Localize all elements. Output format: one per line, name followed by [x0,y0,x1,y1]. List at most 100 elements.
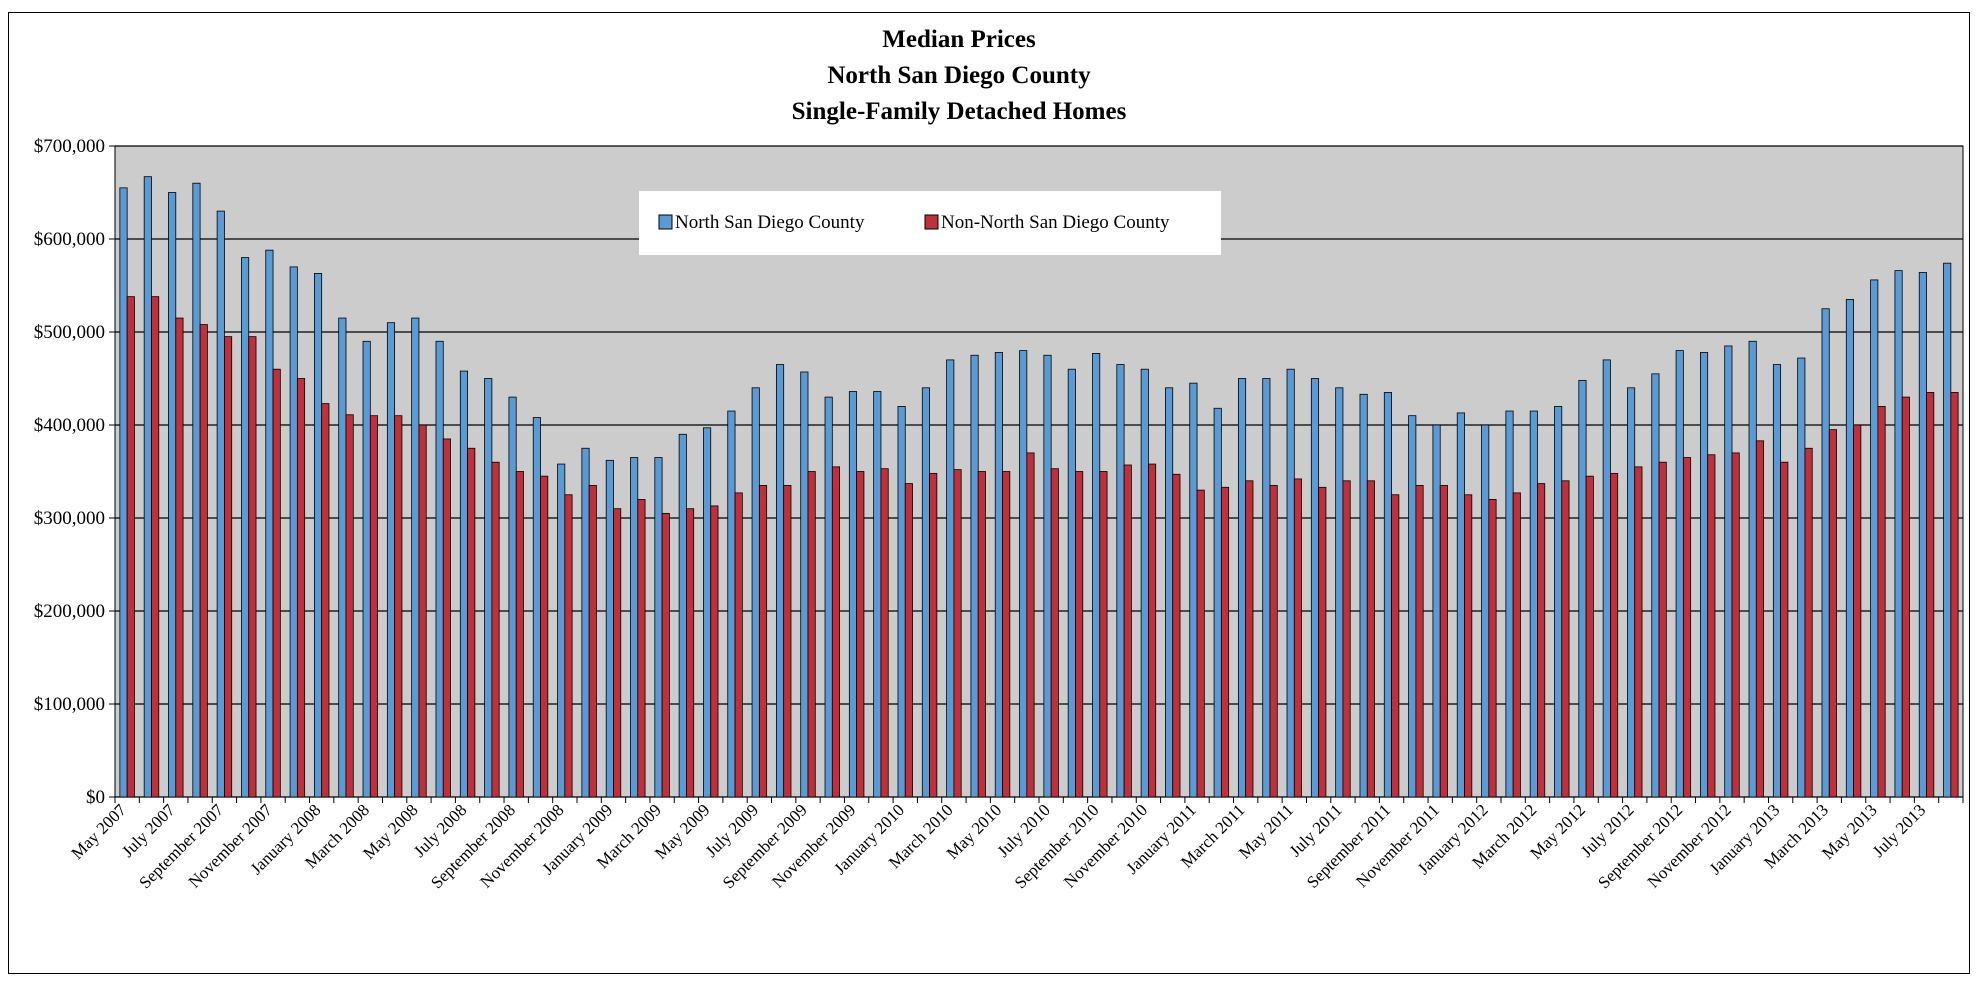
bar-non-north [1682,457,1692,798]
bar-north [313,273,323,798]
bar-north [1237,378,1247,798]
bar-north [1092,352,1101,798]
bar-non-north [686,508,695,798]
bar-non-north [394,415,403,798]
bar-non-north [369,415,379,798]
chart-frame: Median Prices North San Diego County Sin… [8,12,1970,974]
legend-label-non-north: Non-North San Diego County [941,212,1170,233]
bar-north [1797,357,1806,798]
bar-non-north [1512,492,1521,798]
bar-non-north [856,471,865,798]
bar-non-north [515,471,524,798]
bar-north [1383,392,1392,798]
bar-non-north [831,466,841,798]
bar-non-north [296,378,306,798]
x-tick-label: November 2009 [768,800,859,891]
bar-non-north [1610,472,1619,798]
bar-non-north [1050,468,1059,798]
legend-swatch-non-north [924,214,939,230]
bar-non-north [1828,429,1837,798]
bar-north [630,457,639,798]
bar-north [897,405,906,798]
bar-non-north [1196,489,1205,798]
x-tick-label: November 2012 [1644,800,1735,891]
bar-non-north [1707,454,1716,798]
bar-north [1894,270,1903,798]
bar-north [1554,405,1563,798]
bar-non-north [783,485,792,798]
bar-north [119,187,128,798]
y-tick-label: $100,000 [34,694,105,715]
x-tick-label: November 2010 [1060,800,1151,891]
bar-north [873,391,882,798]
bar-north [1043,354,1052,798]
bar-non-north [588,485,597,798]
bar-north [1481,424,1490,798]
bar-north [1116,364,1125,798]
bar-north [1456,412,1465,798]
bar-non-north [1099,471,1108,798]
bar-non-north [1585,475,1594,798]
bar-north [241,257,250,798]
bar-non-north [661,512,670,798]
bar-non-north [126,296,135,798]
bar-north [678,433,687,798]
chart-title-line-1: Median Prices [882,26,1036,53]
x-tick-label: September 2009 [719,800,811,892]
bar-north [1189,382,1198,798]
bar-north [1286,368,1295,798]
bar-north [216,210,225,798]
legend: North San Diego County Non-North San Die… [639,191,1221,255]
bar-north [1724,345,1733,798]
bar-non-north [540,475,549,798]
bar-non-north [1634,466,1643,798]
bar-non-north [929,472,938,798]
bar-north [532,417,541,798]
y-tick-label: $300,000 [34,508,105,529]
bar-non-north [1731,452,1740,798]
bar-non-north [1148,463,1157,798]
bar-north [1675,350,1684,798]
bar-non-north [272,368,281,798]
bar-north [970,354,979,798]
bar-north [1067,368,1076,798]
bar-non-north [1318,486,1327,798]
bar-non-north [1342,480,1351,798]
y-tick-label: $400,000 [34,415,105,436]
bar-north [1165,387,1174,798]
bar-north [1432,424,1441,798]
chart-title-line-3: Single-Family Detached Homes [792,98,1127,125]
bar-non-north [1950,392,1959,798]
bar-north [386,322,396,798]
bar-north [289,266,298,798]
bar-non-north [1220,486,1230,798]
bar-non-north [977,471,986,798]
bar-non-north [1658,461,1667,798]
y-tick-label: $500,000 [34,322,105,343]
bar-north [994,352,1003,798]
bar-north [1651,373,1660,798]
bar-north [1845,299,1854,798]
bar-non-north [1366,480,1375,798]
bar-north [1772,364,1782,798]
x-tick-label: September 2012 [1594,800,1686,892]
bar-north [435,340,444,798]
legend-label-north: North San Diego County [675,212,865,233]
bar-non-north [734,492,743,798]
bar-north [581,447,590,798]
x-tick-label: September 2011 [1303,800,1394,891]
bar-north [411,317,420,798]
bar-north [848,391,858,798]
x-tick-label: September 2010 [1011,800,1103,892]
bar-north [362,340,371,798]
bar-non-north [1877,405,1886,798]
bar-north [1019,350,1028,798]
bar-non-north [710,505,719,798]
x-tick-label: November 2007 [185,800,277,892]
bar-north [1262,378,1271,798]
bar-north [508,396,517,798]
x-tick-label: November 2008 [476,800,567,891]
bar-north [946,359,955,798]
bar-north [557,463,566,798]
